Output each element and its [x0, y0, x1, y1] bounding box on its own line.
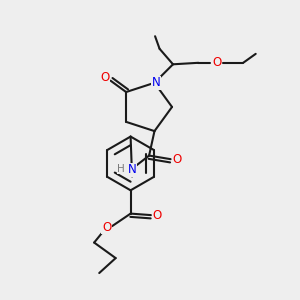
Text: O: O [212, 56, 221, 69]
Text: N: N [128, 164, 136, 176]
Text: H: H [117, 164, 125, 174]
Text: O: O [153, 208, 162, 222]
Text: N: N [152, 76, 160, 89]
Text: O: O [100, 71, 110, 84]
Text: O: O [172, 153, 182, 166]
Text: O: O [102, 221, 111, 234]
